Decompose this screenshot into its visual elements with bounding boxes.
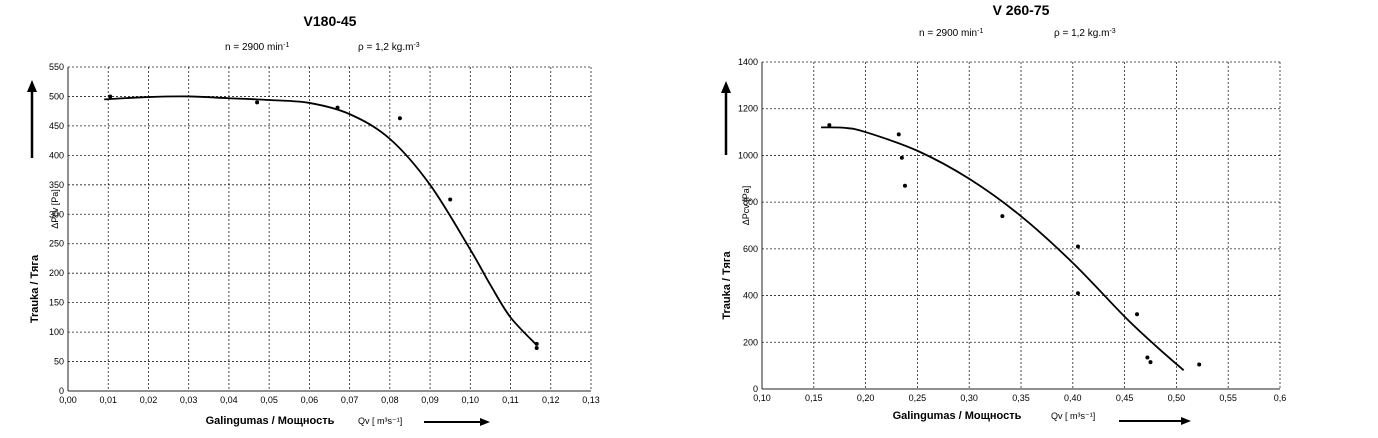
data-point: [255, 100, 260, 105]
x-axis-label: Galingumas / Мощность: [893, 410, 1022, 422]
x-axis-unit: Qv [ m³s⁻¹]: [1051, 411, 1095, 421]
chart-v180-45: V180-45 n = 2900 min-1 ρ = 1,2 kg.m-3 0,00 0…: [27, 13, 600, 427]
x-tick-label: 0,25: [909, 393, 927, 403]
x-tick-label: 0,13: [582, 395, 600, 405]
data-point: [902, 183, 907, 188]
x-tick-label: 0,15: [805, 393, 823, 403]
x-tick-label: 0,6: [1274, 393, 1287, 403]
density-param: ρ = 1,2 kg.m-3: [1054, 28, 1116, 40]
chart-title: V180-45: [304, 13, 357, 29]
y-tick-label: 200: [743, 337, 758, 347]
y-arrow-head: [27, 80, 37, 92]
y-tick-label: 1400: [738, 57, 758, 67]
y-axis-unit: ΔPcv [Pa]: [741, 186, 751, 226]
x-tick-label: 0,02: [140, 395, 158, 405]
x-tick-label: 0,06: [301, 395, 319, 405]
x-tick-label: 0,12: [542, 395, 560, 405]
y-axis-label: Trauka / Тяга: [29, 254, 41, 323]
y-tick-label: 450: [49, 121, 64, 131]
series-curve: [821, 126, 1185, 371]
data-point: [1135, 312, 1140, 317]
x-tick-label: 0,04: [220, 395, 238, 405]
y-axis-unit: ΔPcv [Pa]: [50, 189, 60, 229]
y-tick-label: 600: [743, 244, 758, 254]
data-point: [397, 116, 402, 121]
speed-param: n = 2900 min-1: [225, 42, 289, 54]
x-tick-label: 0,30: [960, 393, 978, 403]
y-arrow-head: [721, 81, 731, 93]
x-tick-label: 0,05: [260, 395, 278, 405]
data-point: [896, 132, 901, 137]
y-tick-label: 350: [49, 180, 64, 190]
y-tick-label: 400: [743, 291, 758, 301]
chart-svg: V 260-75 n = 2900 min-1 ρ = 1,2 kg.m-3 0,10…: [721, 2, 1287, 425]
data-point: [899, 155, 904, 160]
y-tick-label: 500: [49, 91, 64, 101]
y-tick-label: 300: [49, 209, 64, 219]
x-tick-label: 0,50: [1168, 393, 1186, 403]
x-tick-label: 0,10: [462, 395, 480, 405]
x-tick-label: 0,08: [381, 395, 399, 405]
chart-title: V 260-75: [993, 2, 1050, 18]
y-tick-label: 1000: [738, 150, 758, 160]
x-axis-label: Galingumas / Мощность: [206, 415, 335, 427]
data-point: [1197, 362, 1202, 367]
y-tick-label: 150: [49, 298, 64, 308]
series-curve: [104, 95, 538, 346]
x-tick-label: 0,09: [421, 395, 439, 405]
y-tick-label: 50: [54, 357, 64, 367]
y-tick-label: 250: [49, 239, 64, 249]
data-point: [534, 341, 539, 346]
data-point: [534, 345, 539, 350]
y-tick-label: 400: [49, 150, 64, 160]
data-point: [1075, 244, 1080, 249]
x-tick-label: 0,00: [59, 395, 77, 405]
x-tick-label: 0,10: [753, 393, 771, 403]
speed-param: n = 2900 min-1: [919, 28, 983, 40]
x-tick-label: 0,40: [1064, 393, 1082, 403]
data-point: [827, 123, 832, 128]
data-point: [335, 105, 340, 110]
x-tick-label: 0,20: [857, 393, 875, 403]
data-point: [1000, 214, 1005, 219]
x-tick-label: 0,55: [1219, 393, 1237, 403]
y-tick-label: 1200: [738, 104, 758, 114]
data-point: [108, 94, 113, 99]
data-point: [448, 197, 453, 202]
data-point: [1148, 360, 1153, 365]
x-tick-label: 0,03: [180, 395, 198, 405]
x-tick-label: 0,45: [1116, 393, 1134, 403]
y-tick-label: 200: [49, 268, 64, 278]
chart-svg: V180-45n = 2900 min-1 ρ = 1,2 kg.m-30,00 0…: [27, 13, 600, 427]
data-point: [1075, 291, 1080, 296]
x-tick-label: 0,11: [502, 395, 519, 405]
x-arrow-head: [1181, 417, 1191, 425]
x-arrow-head: [480, 418, 490, 426]
data-point: [1145, 355, 1150, 360]
y-tick-label: 100: [49, 327, 64, 337]
y-tick-label: 0: [59, 386, 64, 396]
x-axis-unit: Qv [ m³s⁻¹]: [358, 416, 402, 426]
y-axis-label: Trauka / Тяга: [721, 251, 733, 320]
chart-v260-75: V 260-75 n = 2900 min-1 ρ = 1,2 kg.m-3 0,10…: [689, 0, 1378, 438]
x-tick-label: 0,01: [99, 395, 117, 405]
density-param: ρ = 1,2 kg.m-3: [358, 42, 420, 54]
y-tick-label: 800: [743, 197, 758, 207]
x-tick-label: 0,07: [341, 395, 359, 405]
x-tick-label: 0,35: [1012, 393, 1030, 403]
y-tick-label: 550: [49, 62, 64, 72]
y-tick-label: 0: [753, 384, 758, 394]
